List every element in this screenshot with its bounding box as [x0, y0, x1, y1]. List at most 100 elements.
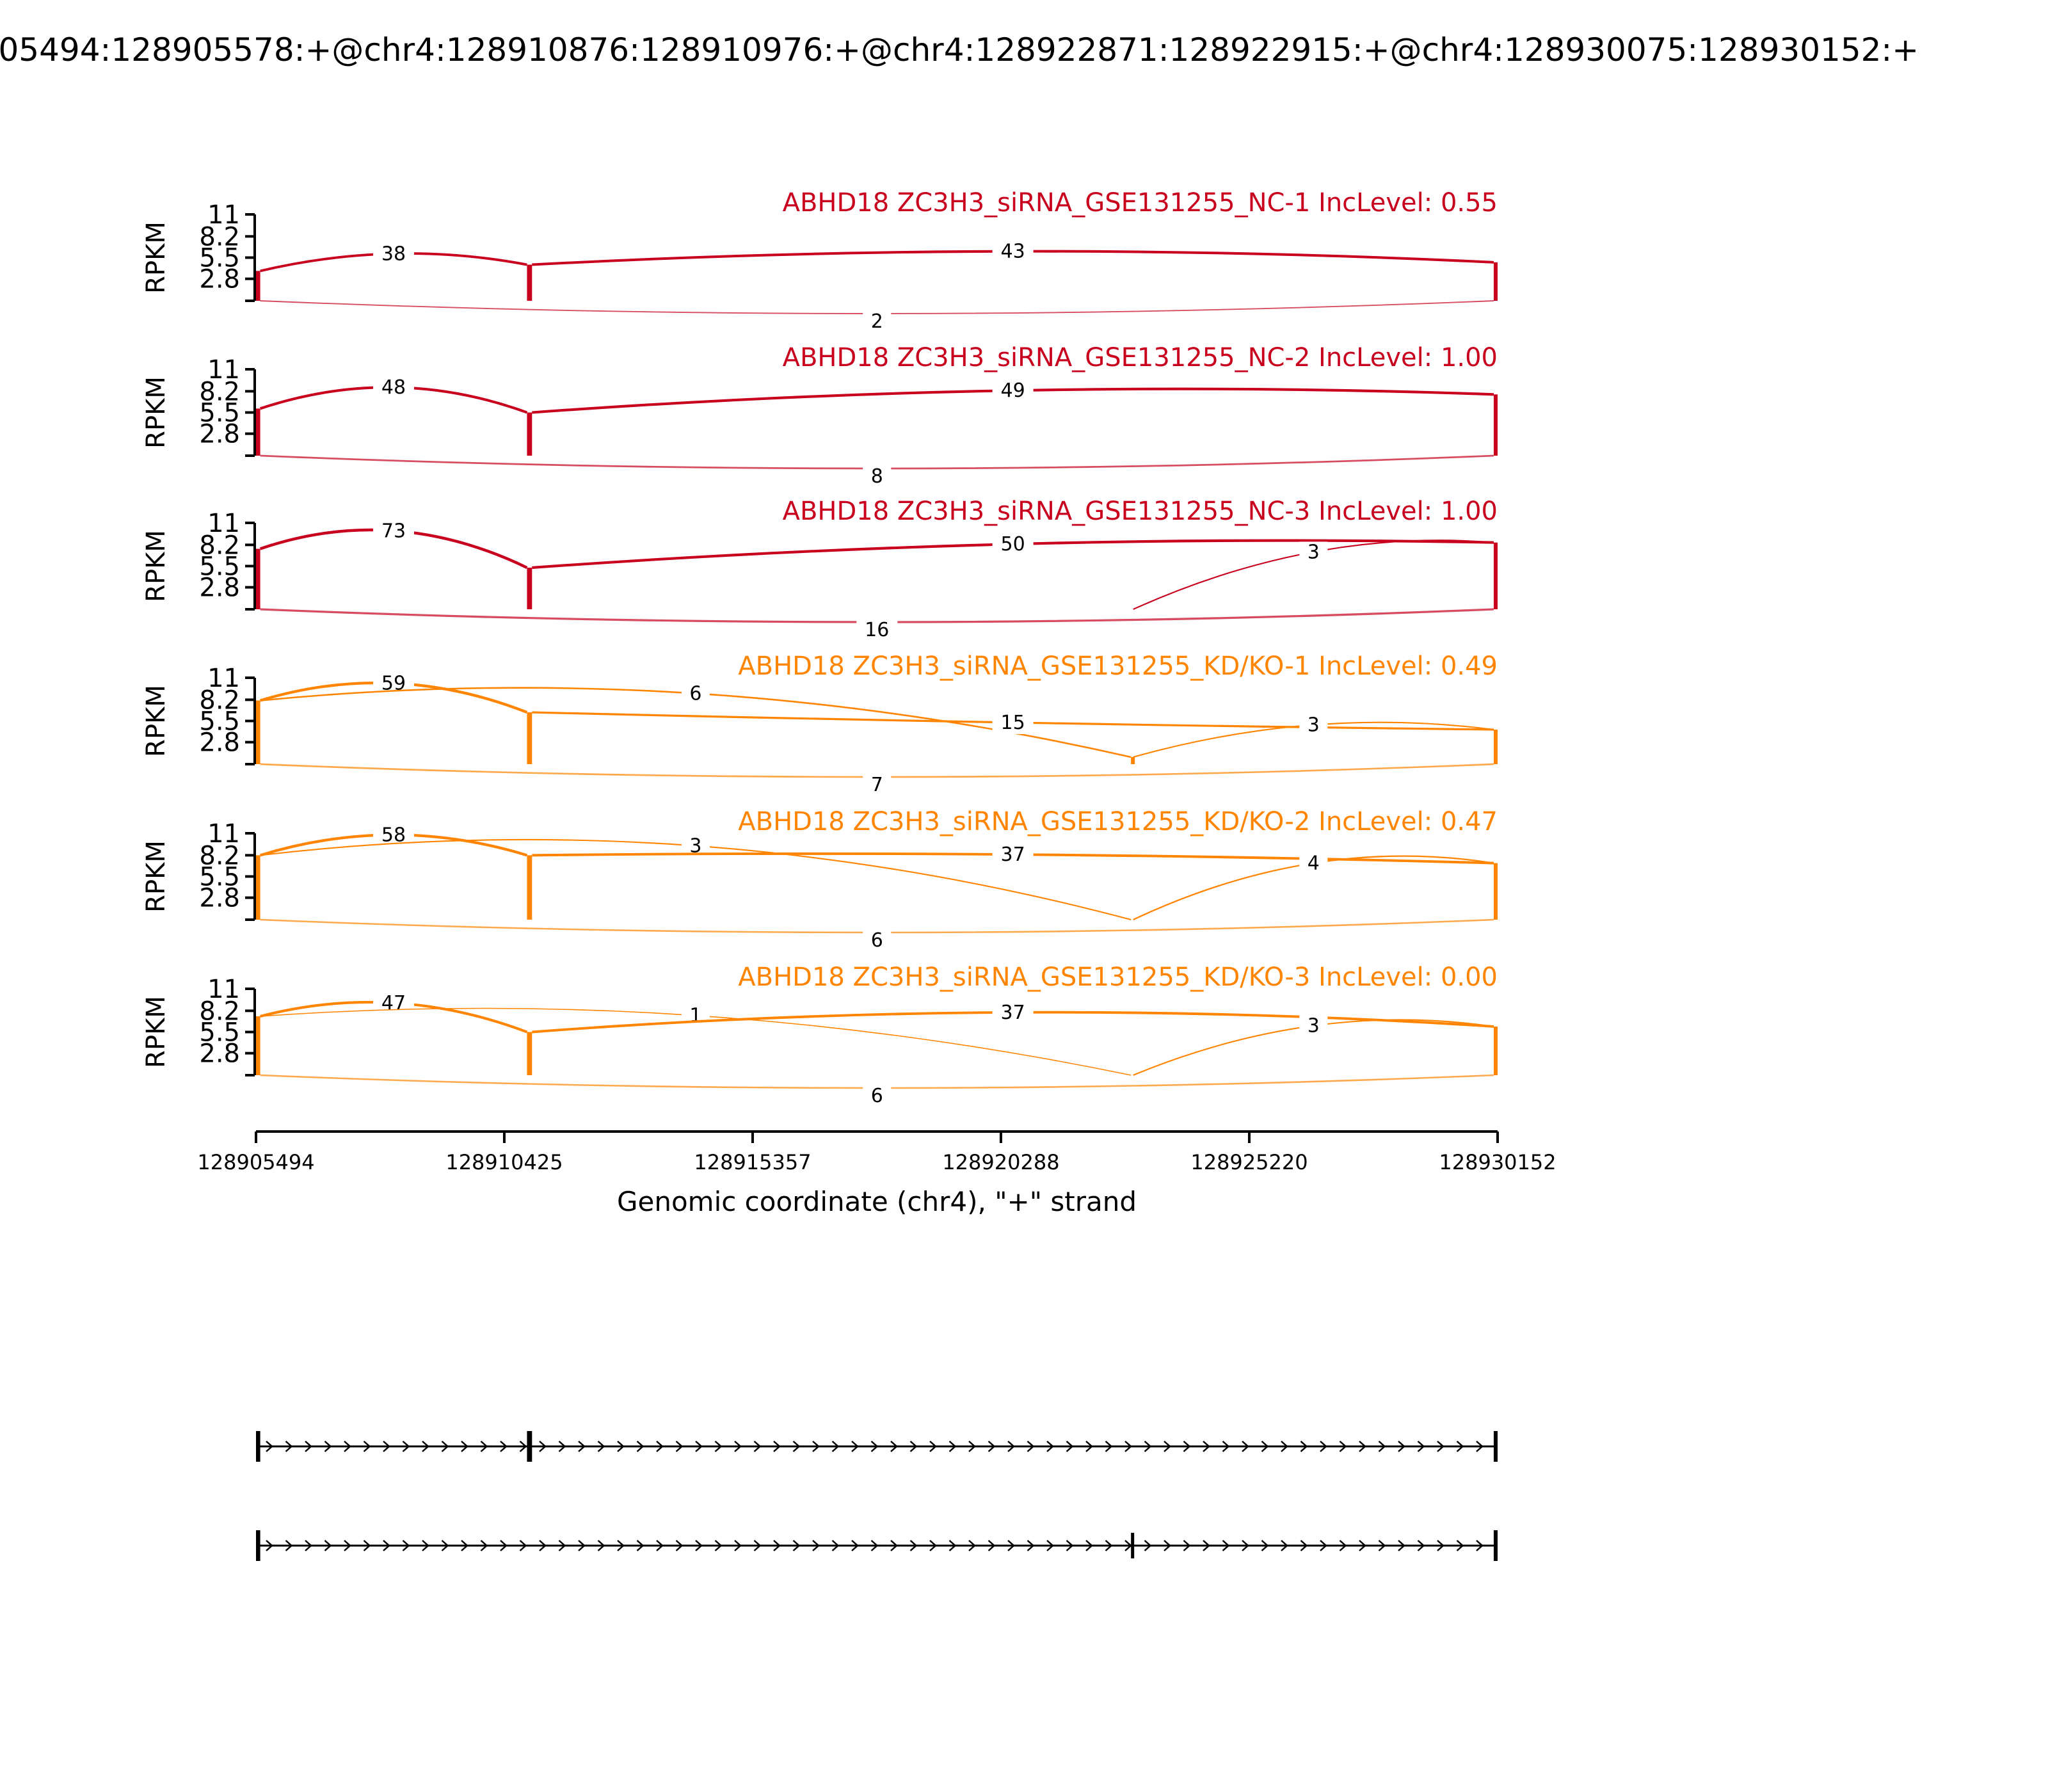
strand-chevron	[1261, 1540, 1269, 1551]
y-tick-label: 5.5	[199, 399, 240, 428]
junction-read-count: 48	[381, 376, 406, 399]
strand-chevron	[636, 1441, 644, 1452]
y-axis-label: RPKM	[141, 221, 171, 294]
strand-chevron	[968, 1441, 976, 1452]
transcript-models	[256, 1431, 1498, 1561]
junction-read-count: 3	[1308, 1015, 1320, 1037]
strand-chevron	[266, 1441, 273, 1452]
strand-chevron	[1359, 1540, 1366, 1551]
strand-chevron	[461, 1441, 468, 1452]
y-axis-label: RPKM	[141, 840, 171, 913]
strand-chevron	[1066, 1441, 1074, 1452]
junction-read-count: 43	[1001, 241, 1025, 263]
junction-label-bg	[373, 377, 415, 399]
junction-label-bg	[863, 466, 892, 488]
junction-label-bg	[992, 712, 1034, 734]
junction-read-count: 6	[871, 1085, 883, 1107]
strand-chevron	[383, 1441, 390, 1452]
strand-chevron	[519, 1441, 527, 1452]
strand-chevron	[656, 1540, 664, 1551]
strand-chevron	[1417, 1540, 1425, 1551]
strand-chevron	[1164, 1441, 1171, 1452]
strand-chevron	[1105, 1441, 1113, 1452]
junction-label-bg	[992, 534, 1034, 556]
strand-chevron	[1398, 1441, 1405, 1452]
y-tick-label: 11	[207, 819, 240, 849]
y-axis-label: RPKM	[141, 530, 171, 602]
strand-chevron	[773, 1540, 781, 1551]
strand-chevron	[675, 1441, 684, 1452]
strand-chevron	[578, 1540, 586, 1551]
y-tick-label: 5.5	[199, 552, 240, 582]
strand-chevron	[558, 1540, 566, 1551]
junction-read-count: 37	[1001, 1002, 1025, 1024]
strand-chevron	[597, 1540, 605, 1551]
strand-chevron	[792, 1441, 801, 1452]
strand-chevron	[324, 1441, 332, 1452]
x-tick-label: 128925220	[1190, 1150, 1308, 1174]
x-tick-label: 128910425	[445, 1150, 563, 1174]
panel-title: ABHD18 ZC3H3_siRNA_GSE131255_NC-3 IncLev…	[783, 497, 1498, 526]
strand-chevron	[402, 1540, 410, 1551]
junction-read-count: 2	[871, 310, 883, 333]
exon-coverage-bar	[256, 1016, 260, 1075]
strand-chevron	[851, 1540, 859, 1551]
strand-chevron	[1046, 1441, 1054, 1452]
strand-chevron	[1300, 1441, 1308, 1452]
strand-chevron	[909, 1540, 918, 1551]
strand-chevron	[441, 1540, 449, 1551]
exon-coverage-bar	[527, 712, 532, 764]
strand-chevron	[1007, 1540, 1015, 1551]
strand-chevron	[1164, 1540, 1171, 1551]
strand-chevron	[578, 1441, 586, 1452]
junction-label-bg	[863, 311, 892, 333]
junction-read-count: 37	[1001, 844, 1025, 866]
y-tick-label: 2.8	[199, 420, 240, 449]
strand-chevron	[1124, 1540, 1132, 1551]
exon-coverage-bar	[527, 264, 532, 301]
strand-chevron	[831, 1441, 840, 1452]
y-tick-label: 5.5	[199, 244, 240, 273]
strand-chevron	[1261, 1441, 1269, 1452]
junction-read-count: 3	[1308, 541, 1320, 563]
y-axis-label: RPKM	[141, 996, 171, 1068]
junction-read-count: 7	[871, 774, 883, 796]
strand-chevron	[714, 1441, 723, 1452]
strand-chevron	[539, 1540, 547, 1551]
junction-read-count: 50	[1001, 533, 1025, 556]
junction-label-bg	[681, 1005, 710, 1027]
coverage-panel: ABHD18 ZC3H3_siRNA_GSE131255_KD/KO-2 Inc…	[141, 807, 1498, 952]
strand-chevron	[383, 1540, 390, 1551]
strand-chevron	[363, 1441, 371, 1452]
junction-label-bg	[1299, 714, 1328, 737]
strand-chevron	[500, 1441, 508, 1452]
junction-read-count: 4	[1308, 852, 1320, 875]
strand-chevron	[948, 1540, 957, 1551]
coverage-panels: ABHD18 ZC3H3_siRNA_GSE131255_NC-1 IncLev…	[141, 188, 1498, 1107]
strand-chevron	[1339, 1540, 1347, 1551]
strand-chevron	[1437, 1441, 1444, 1452]
exon-block	[1493, 1431, 1498, 1462]
junction-label-bg	[992, 380, 1034, 403]
strand-chevron	[831, 1540, 840, 1551]
coverage-panel: ABHD18 ZC3H3_siRNA_GSE131255_KD/KO-1 Inc…	[141, 652, 1498, 796]
strand-chevron	[1281, 1540, 1288, 1551]
junction-label-bg	[992, 844, 1034, 867]
strand-chevron	[344, 1441, 351, 1452]
strand-chevron	[305, 1441, 312, 1452]
junction-label-bg	[856, 620, 898, 641]
junction-read-count: 3	[689, 835, 701, 858]
y-tick-label: 5.5	[199, 1018, 240, 1048]
panel-title: ABHD18 ZC3H3_siRNA_GSE131255_NC-1 IncLev…	[783, 188, 1498, 218]
panel-title: ABHD18 ZC3H3_siRNA_GSE131255_NC-2 IncLev…	[783, 343, 1498, 372]
junction-read-count: 47	[381, 992, 406, 1014]
junction-label-bg	[1299, 852, 1328, 875]
x-axis: 128905494 128910425 128915357 128920288 1289…	[197, 1130, 1556, 1217]
y-tick-label: 11	[207, 975, 240, 1004]
strand-chevron	[753, 1441, 762, 1452]
strand-chevron	[753, 1540, 762, 1551]
strand-chevron	[1124, 1441, 1132, 1452]
coverage-panel: ABHD18 ZC3H3_siRNA_GSE131255_KD/KO-3 Inc…	[141, 963, 1498, 1107]
strand-chevron	[1105, 1540, 1113, 1551]
strand-chevron	[1320, 1540, 1327, 1551]
